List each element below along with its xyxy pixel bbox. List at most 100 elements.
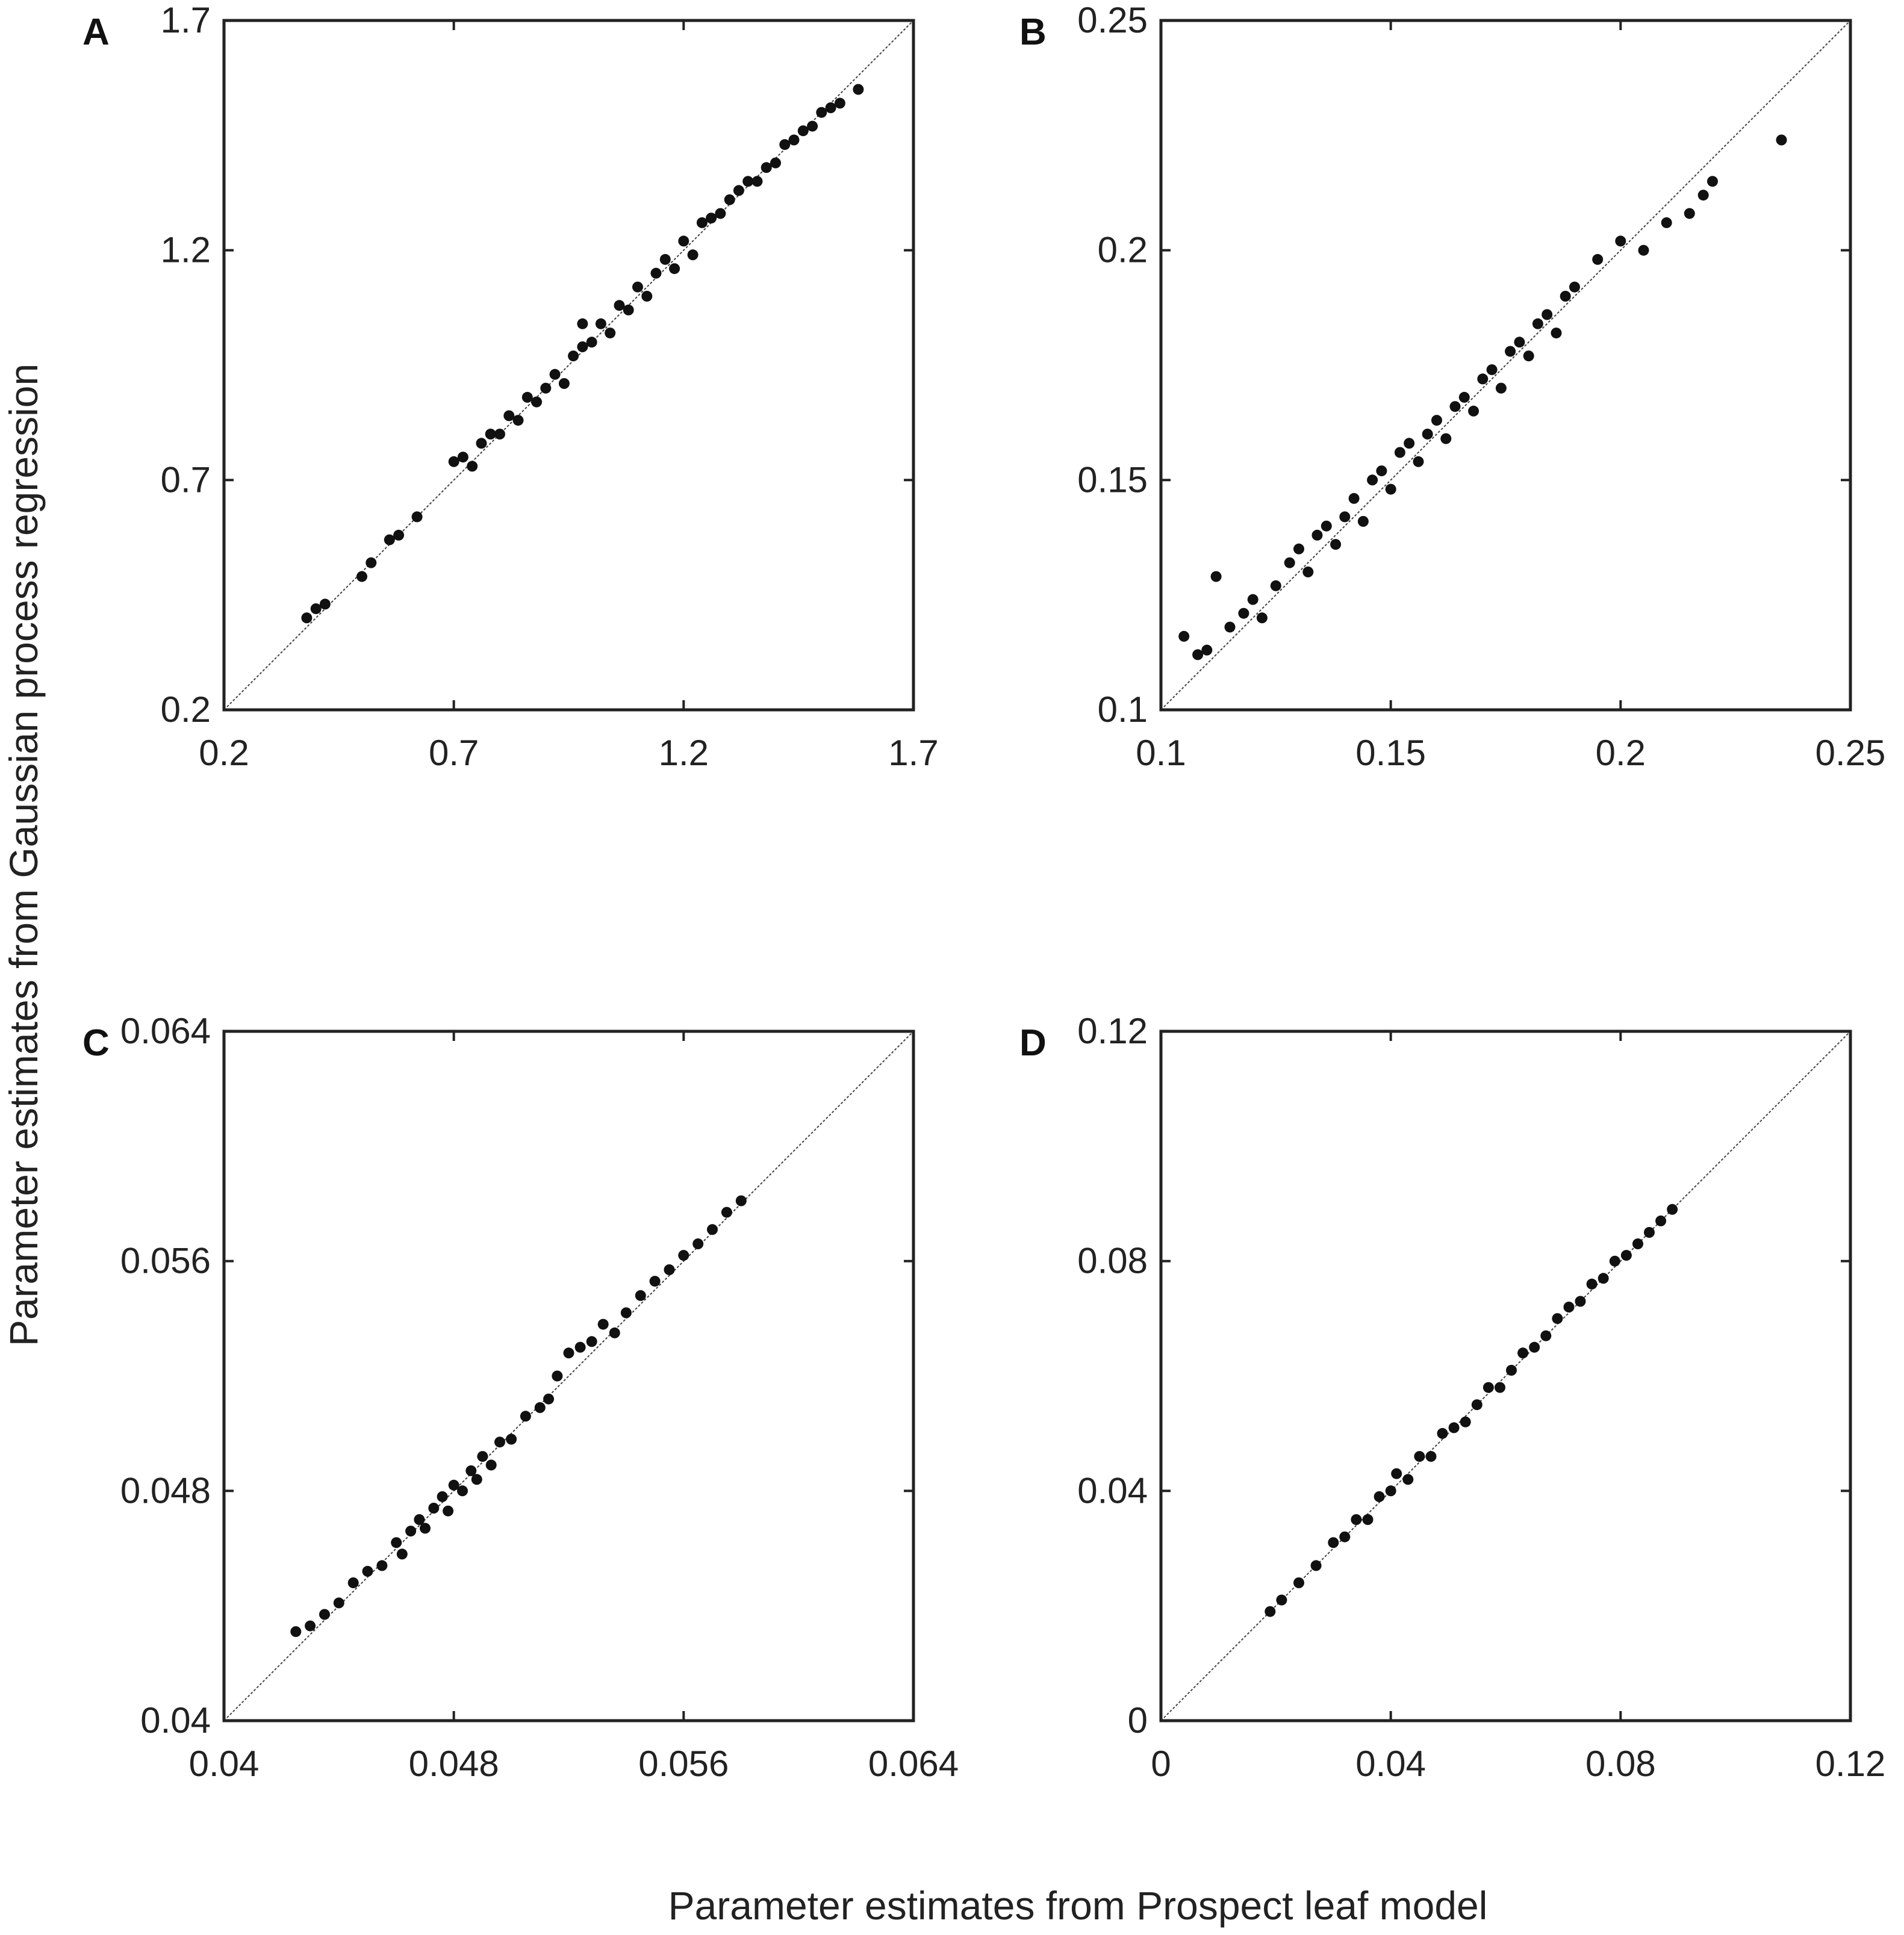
panel-d-point-25 <box>1563 1302 1575 1312</box>
panel-d-point-5 <box>1339 1531 1351 1542</box>
panel-a-point-12 <box>485 429 496 439</box>
panel-a-point-16 <box>521 391 533 403</box>
panel-c-point-14 <box>443 1505 454 1517</box>
panel-a-point-3 <box>356 571 367 582</box>
panel-d-point-4 <box>1328 1537 1339 1548</box>
panel-a: A 0.20.2 0.7 0.7 1.2 1.2 1.7 1.7 <box>82 0 939 773</box>
panel-c-point-10 <box>414 1514 425 1525</box>
panel-d-point-33 <box>1655 1215 1667 1226</box>
panel-b-point-18 <box>1367 474 1378 486</box>
panel-d-point-6 <box>1351 1514 1362 1525</box>
panel-c-point-39 <box>721 1207 732 1218</box>
panel-a-xtick-label-1: 0.7 <box>429 733 479 773</box>
panel-c-point-1 <box>305 1620 316 1632</box>
panel-d-point-15 <box>1448 1422 1460 1433</box>
panel-d-point-9 <box>1385 1485 1396 1497</box>
panel-b-point-39 <box>1560 291 1571 302</box>
panel-c-point-33 <box>635 1290 646 1301</box>
panel-c-ytick-label-2: 0.056 <box>120 1241 211 1281</box>
panel-b-point-17 <box>1357 516 1369 527</box>
panel-a-point-46 <box>788 134 800 146</box>
panel-d-point-1 <box>1276 1594 1287 1606</box>
panel-c-point-2 <box>319 1609 330 1620</box>
panel-b-point-44 <box>1661 217 1672 228</box>
panel-a-point-8 <box>448 456 459 467</box>
panel-c-point-21 <box>494 1436 505 1448</box>
panel-c-point-8 <box>396 1548 408 1560</box>
panel-d-point-0 <box>1265 1606 1276 1617</box>
panel-b-point-2 <box>1201 644 1213 656</box>
panel-d-point-24 <box>1552 1313 1563 1325</box>
panel-a-ytick-label-2: 1.2 <box>161 230 211 270</box>
panel-c-axes-box <box>222 1030 915 1722</box>
panel-a-point-52 <box>853 84 864 95</box>
panel-b-point-9 <box>1284 557 1295 568</box>
panel-b-point-42 <box>1615 235 1626 247</box>
panel-c-point-22 <box>506 1433 517 1445</box>
panel-a-letter: A <box>82 11 110 53</box>
panel-b-identity-line <box>1160 20 1851 710</box>
panel-c-point-38 <box>707 1224 718 1235</box>
panel-a-point-4 <box>366 557 377 568</box>
panel-b-point-45 <box>1684 208 1695 219</box>
panel-a-point-28 <box>623 304 634 315</box>
panel-a-point-49 <box>816 107 827 118</box>
panel-b-point-33 <box>1505 346 1516 357</box>
panel-b-point-12 <box>1311 529 1323 541</box>
panel-b-point-24 <box>1422 429 1433 439</box>
panel-a-point-18 <box>540 382 552 394</box>
panel-a-point-31 <box>650 267 662 279</box>
panel-b-point-30 <box>1477 373 1489 385</box>
panel-a-point-33 <box>669 263 680 275</box>
panel-d-point-19 <box>1495 1382 1505 1393</box>
panel-c-point-17 <box>465 1465 477 1476</box>
panel-c-xtick-label-2: 0.056 <box>638 1744 729 1784</box>
panel-a-point-40 <box>733 185 744 196</box>
panel-a-point-36 <box>696 217 708 228</box>
panel-a-ytick-label-0: 0.2 <box>161 689 211 730</box>
panel-d-point-14 <box>1437 1427 1448 1439</box>
panel-d-ytick-label-1: 0.04 <box>1077 1470 1148 1511</box>
panel-d-point-27 <box>1586 1278 1598 1290</box>
panel-b-point-46 <box>1697 190 1709 201</box>
panel-c-point-18 <box>471 1474 482 1485</box>
panel-b-point-43 <box>1638 244 1649 256</box>
panel-d-point-16 <box>1460 1416 1471 1427</box>
panel-b-point-41 <box>1592 253 1604 265</box>
panels-group: A0.20.20.70.71.21.21.71.7 B0.10.10.150.15… <box>82 0 1885 1784</box>
panel-d-point-2 <box>1293 1577 1304 1588</box>
panel-a-point-34 <box>678 235 689 247</box>
panel-d-point-21 <box>1517 1347 1529 1359</box>
panel-c-point-6 <box>376 1560 388 1571</box>
panel-a-point-47 <box>797 125 809 137</box>
panel-d-identity-line <box>1160 1031 1851 1721</box>
panel-b-axes-box <box>1159 19 1852 712</box>
panel-d-point-13 <box>1425 1451 1437 1462</box>
panel-c-point-12 <box>428 1503 440 1514</box>
panel-a-point-13 <box>494 429 505 439</box>
panel-b-point-7 <box>1256 612 1268 624</box>
panel-b-point-22 <box>1404 438 1415 449</box>
panel-d-ytick-label-0: 0 <box>1128 1700 1148 1741</box>
panel-a-point-22 <box>577 341 588 352</box>
panel-b-point-4 <box>1224 621 1236 633</box>
panel-a-point-44 <box>770 157 781 169</box>
panel-b-point-20 <box>1385 483 1396 495</box>
panel-b-point-38 <box>1551 328 1562 339</box>
panel-a-point-42 <box>751 176 763 187</box>
panel-a-point-25 <box>595 318 606 329</box>
panel-a-point-43 <box>761 162 772 173</box>
panel-b-point-14 <box>1330 539 1342 550</box>
panel-a-xtick-label-0: 0.2 <box>199 733 249 773</box>
panel-d: D 00 0.04 0.04 0.08 0.08 0.12 0.12 <box>1019 1011 1885 1784</box>
panel-a-point-23 <box>577 318 588 329</box>
panel-b-point-19 <box>1376 465 1387 477</box>
panel-c-point-36 <box>678 1250 689 1261</box>
panel-d-xtick-label-1: 0.04 <box>1355 1744 1426 1784</box>
panel-a-point-1 <box>310 603 322 615</box>
panel-d-point-31 <box>1632 1238 1643 1249</box>
panel-c-point-25 <box>543 1393 555 1405</box>
panel-b-point-3 <box>1210 571 1222 582</box>
